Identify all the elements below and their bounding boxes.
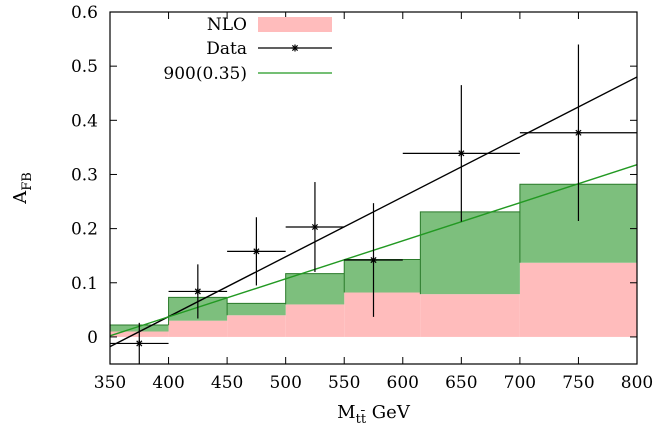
nlo-histogram — [110, 262, 637, 337]
axis-ticks: 350 400 450 500 550 600 650 700 750 800 0 0.1 0.2 0.3… — [71, 3, 653, 393]
x-tick-label: 750 — [562, 373, 594, 393]
nlo-bar-2 — [227, 315, 286, 337]
y-tick-label: 0.1 — [71, 274, 98, 294]
y-axis-label-main: A — [10, 190, 31, 205]
data-point-3 — [285, 182, 345, 272]
data-marker — [574, 129, 582, 137]
model-bar-4 — [344, 259, 421, 293]
data-marker — [135, 339, 143, 347]
data-point-0 — [110, 322, 169, 364]
y-axis-label-sub: FB — [20, 172, 35, 191]
data-points — [110, 44, 637, 364]
y-axis-label: AFB — [10, 172, 35, 205]
x-tick-label: 350 — [94, 373, 126, 393]
x-tick-label: 650 — [445, 373, 477, 393]
x-axis-label-sub: tt̄ — [356, 410, 367, 427]
model-bar-3 — [285, 273, 345, 305]
legend-model-label: 900(0.35) — [163, 64, 247, 84]
x-tick-label: 400 — [152, 373, 184, 393]
legend-nlo-swatch — [258, 17, 332, 32]
model-bar-2 — [227, 303, 286, 316]
model-bar-5 — [420, 211, 520, 295]
model-histogram — [109, 183, 637, 332]
data-point-4 — [344, 203, 403, 317]
y-tick-label: 0.4 — [71, 111, 98, 131]
legend-data-label: Data — [206, 39, 247, 59]
x-tick-label: 700 — [504, 373, 536, 393]
data-point-2 — [227, 217, 286, 286]
data-marker — [370, 256, 377, 264]
legend: NLO Data 900(0.35) — [163, 15, 332, 84]
nlo-bar-6 — [519, 262, 637, 337]
y-tick-label: 0.5 — [71, 57, 98, 77]
x-tick-label: 800 — [621, 373, 653, 393]
legend-data-marker — [291, 44, 299, 52]
nlo-bar-1 — [168, 320, 228, 337]
nlo-bar-5 — [420, 294, 520, 337]
x-tick-label: 600 — [387, 373, 419, 393]
x-axis-label: Mtt̄ GeV — [337, 402, 411, 427]
y-tick-label: 0 — [87, 328, 98, 348]
y-tick-label: 0.6 — [71, 3, 98, 23]
nlo-bar-3 — [285, 304, 345, 337]
data-marker — [457, 149, 465, 157]
data-marker — [311, 223, 319, 231]
legend-nlo-label: NLO — [207, 15, 247, 35]
x-axis-label-main: M — [337, 402, 355, 423]
y-tick-label: 0.3 — [71, 165, 98, 185]
legend-data-star — [291, 44, 299, 52]
data-marker — [252, 247, 260, 255]
data-marker — [194, 287, 202, 295]
data-point-5 — [402, 85, 520, 222]
data-point-6 — [519, 44, 637, 222]
x-axis-label-unit: GeV — [366, 402, 411, 423]
x-tick-label: 550 — [328, 373, 360, 393]
x-tick-label: 450 — [211, 373, 243, 393]
data-point-1 — [168, 264, 228, 319]
plot-frame — [109, 11, 638, 365]
x-tick-label: 500 — [269, 373, 301, 393]
y-tick-label: 0.2 — [71, 220, 98, 240]
nlo-bar-4 — [344, 292, 421, 337]
